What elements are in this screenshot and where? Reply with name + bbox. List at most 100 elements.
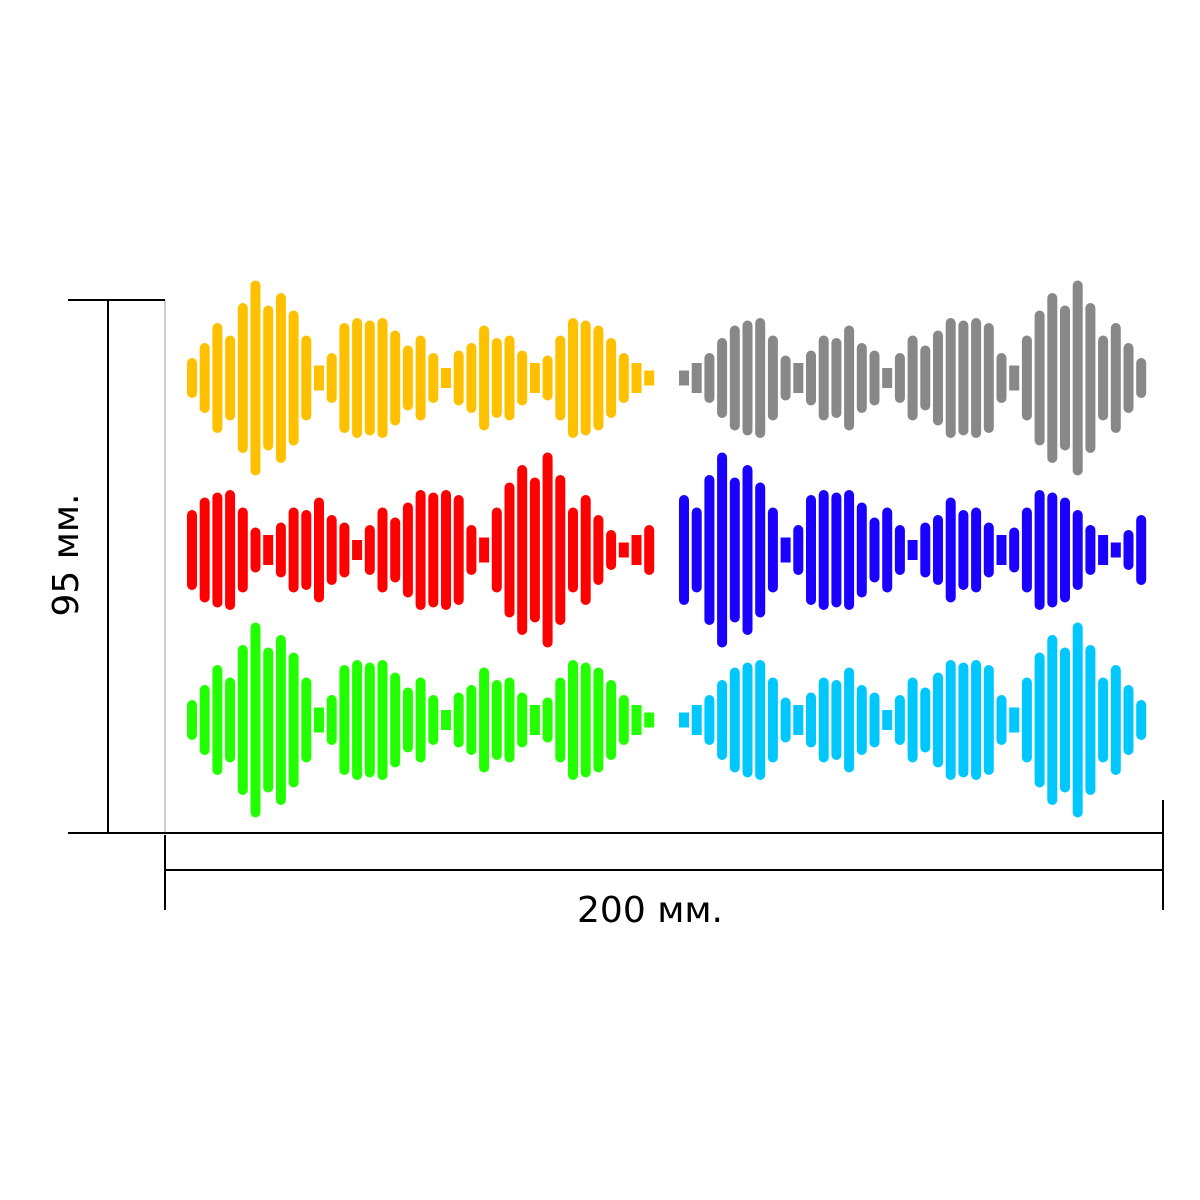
wave-bar [1034,310,1045,446]
wave-bar [818,490,829,610]
wave-bar [453,692,464,748]
wave-bar [780,697,791,743]
wave-bar [894,353,905,403]
wave-bar [1021,677,1032,763]
wave-bar [717,680,728,760]
wave-bar [1123,343,1134,413]
wave-bar [1136,358,1147,398]
wave-bar [593,667,604,773]
wave-bar [593,325,604,431]
wave-bar [377,507,388,593]
wave-bar [780,537,791,563]
wave-bar [691,507,702,593]
wave-bar [971,507,982,593]
wave-bar [882,368,893,388]
wave-bar [402,687,413,753]
wave-bar [187,358,197,398]
wave-bar [288,310,299,446]
wave-bar [339,323,350,433]
wave-bar [517,465,528,635]
wave-bar [237,645,248,795]
wave-bar [555,677,566,763]
wave-bar [894,525,905,575]
wave-bar [1034,490,1045,610]
wave-bar [288,652,299,788]
wave-bar [1009,707,1020,733]
wave-bar [225,490,236,610]
wave-bar [1047,293,1058,463]
wave-bar [390,672,401,768]
wave-bar [491,338,502,418]
wave-bar [742,320,753,436]
wave-bar [742,662,753,778]
wave-bar [237,507,248,593]
wave-bar [806,692,816,748]
wave-bar [377,318,388,438]
wave-bar [679,495,689,605]
wave-bar [844,490,855,610]
wave-bar [704,475,715,625]
wave-bar [390,517,401,583]
wave-bar [996,353,1007,403]
wave-bar [644,525,655,575]
wave-bar [831,680,842,760]
wave-bar [199,497,210,603]
wave-bar [301,510,312,590]
wave-bar [1098,677,1109,763]
wave-bar [364,525,375,575]
wave-bar [717,338,728,418]
wave-bar [755,482,766,618]
wave-bar [933,330,943,426]
wave-bar [1085,645,1096,795]
wave-bar [983,522,994,578]
wave-bar [920,522,931,578]
wave-bar [644,712,655,728]
wave-bar [314,365,324,391]
wave-bar [441,368,451,388]
wave-bar [869,517,880,583]
wave-bar [831,492,842,608]
wave-bar [793,705,804,735]
wave-bar [542,697,553,743]
wave-bar [729,477,740,623]
wave-bar [717,452,728,648]
wave-bar [618,353,629,403]
wave-bar [983,665,994,775]
height-label: 95 мм. [46,493,87,616]
wave-bar [945,318,956,438]
wave-bar [415,677,426,763]
wave-bar [199,343,210,413]
wave-bar [250,527,261,573]
wave-bar [606,530,617,570]
wave-bar [326,695,337,745]
wave-bar [618,695,629,745]
wave-bar [1110,665,1121,775]
wave-bar [441,710,451,730]
wave-bar [517,692,528,748]
wave-bar [301,335,312,421]
wave-bar [631,535,642,565]
wave-bar [958,510,969,590]
wave-bar [767,677,778,763]
wave-bar [466,525,477,575]
wave-bar [831,338,842,418]
wave-bar [755,318,766,438]
wave-bar [466,343,477,413]
wave-bar [453,495,464,605]
wave-bar [1136,700,1147,740]
wave-bar [894,695,905,745]
wave-bar [580,495,591,605]
wave-bar [275,293,286,463]
wave-bar [402,345,413,411]
wave-bar [542,452,553,648]
wave-bar [1009,365,1020,391]
wave-bar [1060,647,1070,793]
wave-bar [1072,510,1083,590]
wave-bar [364,320,375,436]
wave-bar [339,522,350,578]
wave-bar [504,482,515,618]
wave-bar [390,330,401,426]
wave-bar [568,318,578,438]
wave-bar [1060,305,1070,451]
